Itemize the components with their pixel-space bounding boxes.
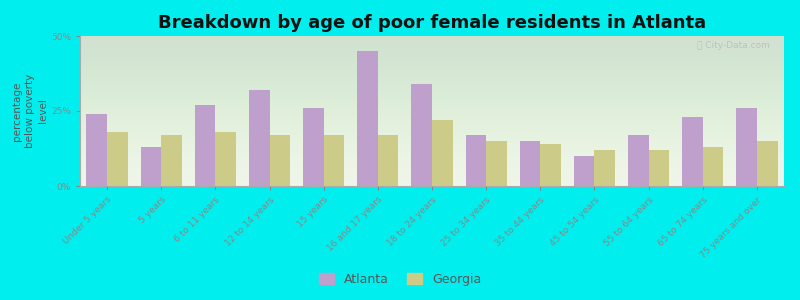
Bar (358, 51, 378, 186)
Bar (628, 135, 649, 186)
Bar (141, 147, 162, 186)
Bar (215, 132, 236, 186)
Bar (107, 132, 128, 186)
Bar (736, 108, 757, 186)
Bar (649, 150, 669, 186)
Bar (574, 156, 594, 186)
Text: ⓘ City-Data.com: ⓘ City-Data.com (697, 40, 770, 50)
Bar (378, 135, 398, 186)
Bar (594, 150, 615, 186)
Bar (466, 135, 486, 186)
Bar (520, 141, 540, 186)
Bar (195, 105, 215, 186)
Bar (162, 135, 182, 186)
Bar (682, 117, 702, 186)
Bar (411, 84, 432, 186)
Bar (303, 108, 324, 186)
Bar (249, 90, 270, 186)
Bar (702, 147, 723, 186)
Legend: Atlanta, Georgia: Atlanta, Georgia (314, 268, 486, 291)
Bar (540, 144, 561, 186)
Bar (486, 141, 506, 186)
Bar (270, 135, 290, 186)
Bar (757, 141, 778, 186)
Bar (324, 135, 344, 186)
Y-axis label: percentage
below poverty
level: percentage below poverty level (12, 74, 48, 148)
Bar (86, 114, 107, 186)
Title: Breakdown by age of poor female residents in Atlanta: Breakdown by age of poor female resident… (158, 14, 706, 32)
Bar (432, 120, 453, 186)
